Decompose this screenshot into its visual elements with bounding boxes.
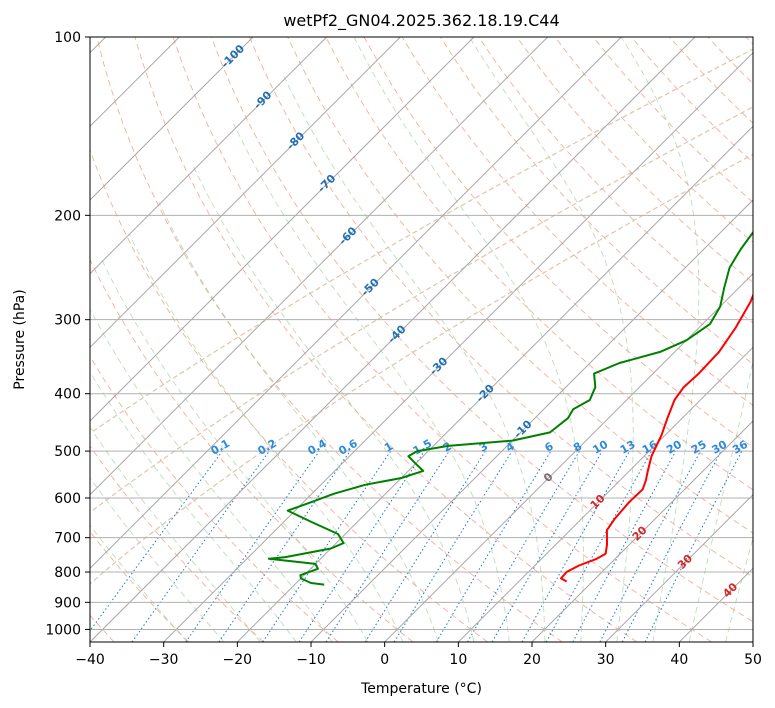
x-tick-label: 20 — [523, 652, 541, 668]
dry-adiabat-line — [90, 258, 414, 642]
mixing-ratio-line — [521, 450, 630, 642]
moist-adiabat-line — [725, 536, 753, 642]
moist-adiabat-line — [688, 359, 753, 642]
x-tick-label: 50 — [744, 652, 762, 668]
reference-curve-line — [90, 48, 753, 434]
isotherm-line — [90, 37, 401, 349]
moist-adiabat-line — [128, 233, 404, 642]
mixing-ratio-line — [262, 450, 392, 642]
y-tick-label: 300 — [54, 313, 81, 329]
dry-adiabat-line — [90, 445, 264, 642]
y-tick-label: 200 — [54, 208, 81, 224]
x-tick-label: 0 — [380, 652, 389, 668]
x-tick-label: −20 — [223, 652, 253, 668]
y-axis-ticks: 100 200 300 400 500 600 700 800 900 1000 — [45, 30, 90, 638]
isotherm-line — [90, 37, 475, 422]
isotherm-line — [531, 420, 753, 642]
dry-adiabat-line — [210, 37, 753, 623]
moist-adiabat-line — [620, 37, 700, 642]
x-tick-label: −10 — [296, 652, 326, 668]
dry-adiabat-line — [96, 37, 563, 642]
mixing-ratio-line — [298, 450, 425, 642]
dry-adiabat-line — [325, 37, 753, 491]
moist-adiabat-line — [90, 308, 333, 642]
moist-adiabat-line — [353, 37, 584, 642]
isotherm-line — [310, 199, 753, 642]
mixing-ratio-line — [545, 450, 653, 642]
temperature-profile-line — [560, 292, 753, 583]
y-tick-label: 700 — [54, 531, 81, 547]
moist-adiabat-line — [90, 477, 225, 642]
dry-adiabat-line — [516, 37, 753, 283]
moist-adiabat-line — [90, 524, 188, 642]
y-tick-label: 400 — [54, 387, 81, 403]
moist-adiabat-line — [158, 201, 439, 642]
isotherm-line — [457, 346, 753, 642]
reference-curve-line — [90, 106, 753, 514]
y-tick-label: 800 — [54, 565, 81, 581]
x-tick-label: 40 — [670, 652, 688, 668]
mixing-ratio-line — [393, 450, 513, 642]
profile-series — [267, 230, 753, 586]
dry-adiabat-line — [287, 37, 753, 534]
moist-adiabat-line — [233, 123, 510, 642]
mixing-ratio-line — [218, 450, 351, 642]
isotherm-line — [90, 37, 328, 275]
mixing-ratio-line — [131, 450, 270, 642]
isotherm-line — [90, 37, 696, 642]
mixing-ratio-line — [325, 450, 450, 642]
isotherm-line — [236, 125, 753, 642]
y-tick-label: 600 — [54, 491, 81, 507]
moist-adiabat-line — [90, 426, 261, 642]
x-axis-ticks: −40 −30 −20 −10 0 10 20 30 40 50 — [75, 642, 762, 668]
dry-adiabat-line — [90, 355, 339, 642]
dewpoint-profile-line — [267, 230, 753, 586]
y-axis-title: Pressure (hPa) — [12, 289, 28, 389]
dry-adiabat-line — [134, 37, 638, 642]
dry-adiabat-line — [172, 37, 712, 642]
mixing-ratio-line — [185, 450, 320, 642]
mixing-ratio-line — [90, 450, 223, 632]
x-tick-label: 10 — [449, 652, 467, 668]
plot-area — [90, 37, 753, 642]
isotherm-line — [163, 51, 753, 642]
x-axis-title: Temperature (°C) — [360, 681, 482, 697]
y-tick-label: 900 — [54, 595, 81, 611]
mixing-ratio-line — [644, 450, 743, 642]
reference-curve-line — [90, 153, 753, 585]
mixing-ratio-line — [572, 450, 677, 642]
x-tick-label: −30 — [149, 652, 179, 668]
y-tick-label: 100 — [54, 30, 81, 46]
y-tick-label: 1000 — [45, 622, 81, 638]
x-tick-label: 30 — [597, 652, 615, 668]
isotherm-line — [605, 493, 753, 642]
moist-adiabat-line — [192, 165, 475, 642]
plot-frame — [89, 36, 754, 643]
isotherm-line — [90, 37, 254, 201]
isotherm-line — [90, 37, 549, 496]
isotherm-line — [90, 37, 622, 570]
y-tick-label: 500 — [54, 444, 81, 460]
x-tick-label: −40 — [75, 652, 105, 668]
dry-adiabat-line — [249, 37, 753, 578]
chart-title: wetPf2_GN04.2025.362.18.19.C44 — [283, 11, 559, 31]
